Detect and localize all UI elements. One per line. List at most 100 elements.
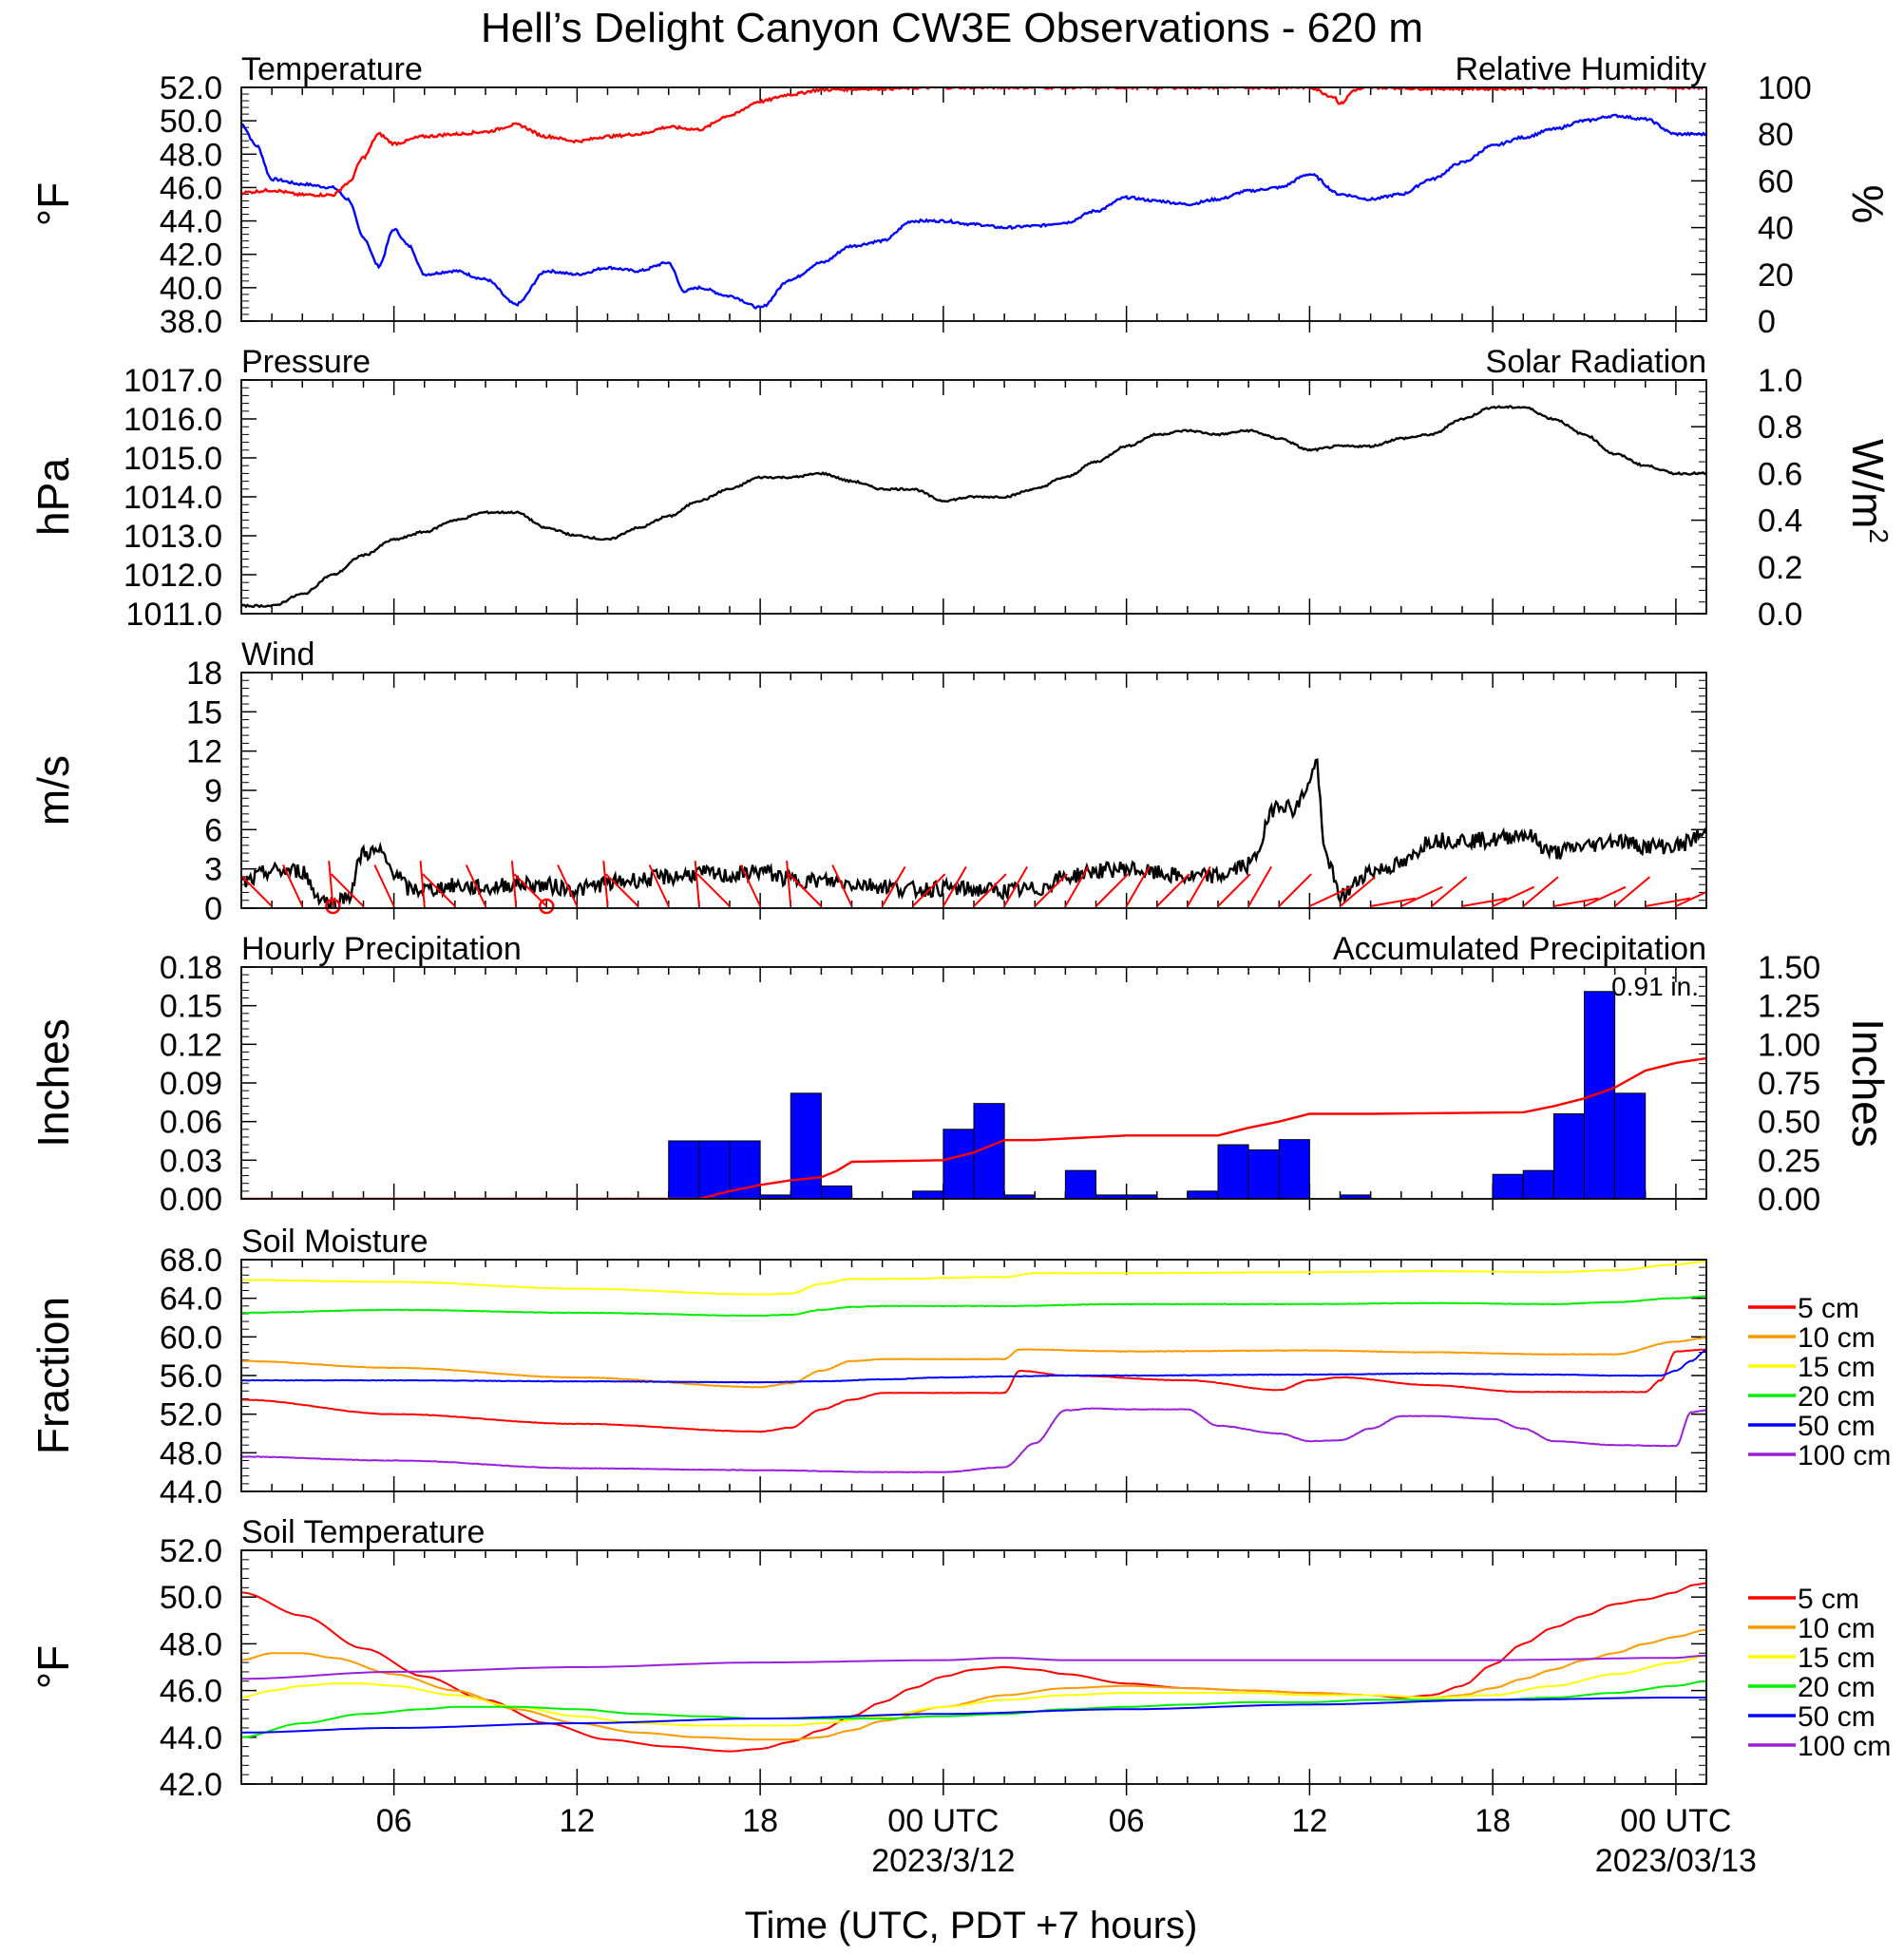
y-axis-label-right: % [1843, 185, 1893, 224]
wind-barb [1125, 865, 1151, 907]
series-line-100-cm [241, 1654, 1706, 1680]
y-tick-label: 1016.0 [124, 402, 222, 438]
y-axis-label-right: W/m2 [1843, 439, 1894, 543]
time-tick-label: 18 [742, 1803, 778, 1839]
time-axis-label: Time (UTC, PDT +7 hours) [745, 1905, 1198, 1946]
panel-frame [240, 672, 1707, 909]
wind-barb [1034, 873, 1068, 907]
wind-barb [1095, 873, 1130, 907]
panel-data [241, 87, 1706, 311]
panel-pressure: 1011.01012.01013.01014.01015.01016.01017… [29, 344, 1894, 633]
wind-barb [648, 864, 670, 907]
y-tick-label-right: 1.00 [1758, 1027, 1820, 1063]
wind-barb [1461, 897, 1508, 907]
wind-barb [1370, 897, 1417, 907]
wind-barb [1613, 876, 1651, 907]
wind-barb [282, 864, 304, 907]
y-tick-label: 44.0 [160, 204, 222, 240]
time-tick-label: 00 UTC [887, 1803, 999, 1839]
panels: 38.040.042.044.046.048.050.052.002040608… [29, 51, 1894, 1803]
series-line-15-cm [241, 1654, 1706, 1727]
y-tick-label: 56.0 [160, 1358, 222, 1395]
panel-title-left: Temperature [241, 51, 423, 87]
y-tick-label: 42.0 [160, 237, 222, 274]
y-tick-label: 44.0 [160, 1474, 222, 1510]
wind-barb [1187, 865, 1211, 907]
series-line-5-cm [241, 1348, 1706, 1433]
y-tick-label: 60.0 [160, 1319, 222, 1356]
y-tick-label: 50.0 [160, 104, 222, 140]
y-axis-label-left: Fraction [29, 1297, 78, 1454]
y-tick-label: 52.0 [160, 1533, 222, 1569]
legend-label: 10 cm [1798, 1613, 1875, 1644]
legend-label: 50 cm [1798, 1701, 1875, 1733]
wind-barb [973, 873, 1007, 907]
wind-barb [373, 864, 395, 907]
wind-barb [881, 865, 906, 907]
wind-barb [419, 861, 426, 907]
date-label: 2023/3/12 [871, 1843, 1015, 1879]
y-tick-label: 48.0 [160, 1435, 222, 1471]
panel-data [241, 991, 1706, 1199]
precip-bar [820, 1185, 852, 1199]
y-tick-label: 0 [204, 891, 222, 927]
y-tick-label: 12 [186, 734, 222, 770]
legend-label: 15 cm [1798, 1352, 1875, 1383]
precip-bar [1278, 1139, 1310, 1199]
y-tick-label-right: 0.25 [1758, 1143, 1820, 1179]
wind-barb [1553, 897, 1599, 907]
panel-frame [240, 379, 1707, 615]
precip-bar [1187, 1190, 1219, 1199]
y-tick-label-right: 1.50 [1758, 950, 1820, 986]
wind-barb [694, 861, 700, 907]
y-tick-label: 0.15 [160, 989, 222, 1025]
panel-data [241, 1260, 1706, 1473]
figure-title: Hell’s Delight Canyon CW3E Observations … [481, 5, 1423, 51]
precip-bar [1247, 1148, 1280, 1199]
wind-barb [1431, 876, 1468, 907]
calm-wind-marker [539, 898, 555, 915]
y-tick-label-right: 0.0 [1758, 597, 1802, 633]
y-tick-label: 1011.0 [126, 597, 222, 633]
accumulated-total-label: 0.91 in. [1611, 972, 1699, 1001]
wind-barb [602, 861, 609, 907]
panel-title-right: Accumulated Precipitation [1333, 931, 1706, 967]
wind-barb [1584, 885, 1627, 907]
y-tick-label: 1014.0 [124, 480, 222, 516]
series-line-15-cm [241, 1260, 1706, 1296]
wind-barb [465, 864, 486, 907]
precip-bar [790, 1092, 822, 1199]
y-tick-label: 1013.0 [124, 519, 222, 555]
y-tick-label: 68.0 [160, 1243, 222, 1279]
time-tick-label: 12 [1291, 1803, 1327, 1839]
wind-barb [422, 873, 456, 907]
time-tick-label: 18 [1475, 1803, 1511, 1839]
wind-barb [604, 873, 639, 907]
y-tick-label-right: 0.50 [1758, 1105, 1820, 1141]
wind-barb [1064, 865, 1090, 907]
time-tick-label: 06 [376, 1803, 412, 1839]
series-line-10-cm [241, 1628, 1706, 1741]
panel-title-right: Solar Radiation [1486, 344, 1706, 380]
y-tick-label: 42.0 [160, 1767, 222, 1803]
y-tick-label: 0.06 [160, 1105, 222, 1141]
panel-title-left: Pressure [241, 344, 371, 380]
panel-title-left: Wind [241, 636, 314, 673]
y-tick-label-right: 0.2 [1758, 550, 1802, 586]
series-line-100-cm [241, 1407, 1706, 1473]
y-tick-label-right: 0.75 [1758, 1066, 1820, 1102]
time-tick-label: 06 [1109, 1803, 1145, 1839]
wind-barb [788, 873, 823, 907]
series-line-20-cm [241, 1295, 1706, 1318]
precip-bar [1003, 1194, 1036, 1199]
series-line-10-cm [241, 1337, 1706, 1389]
y-tick-label-right: 0.6 [1758, 456, 1802, 492]
y-tick-label-right: 40 [1758, 211, 1794, 247]
precip-bar [1492, 1173, 1524, 1199]
legend-label: 50 cm [1798, 1411, 1875, 1442]
series-line-50-cm [241, 1349, 1706, 1384]
wind-barb [1247, 865, 1272, 907]
wind-barb [330, 873, 365, 907]
